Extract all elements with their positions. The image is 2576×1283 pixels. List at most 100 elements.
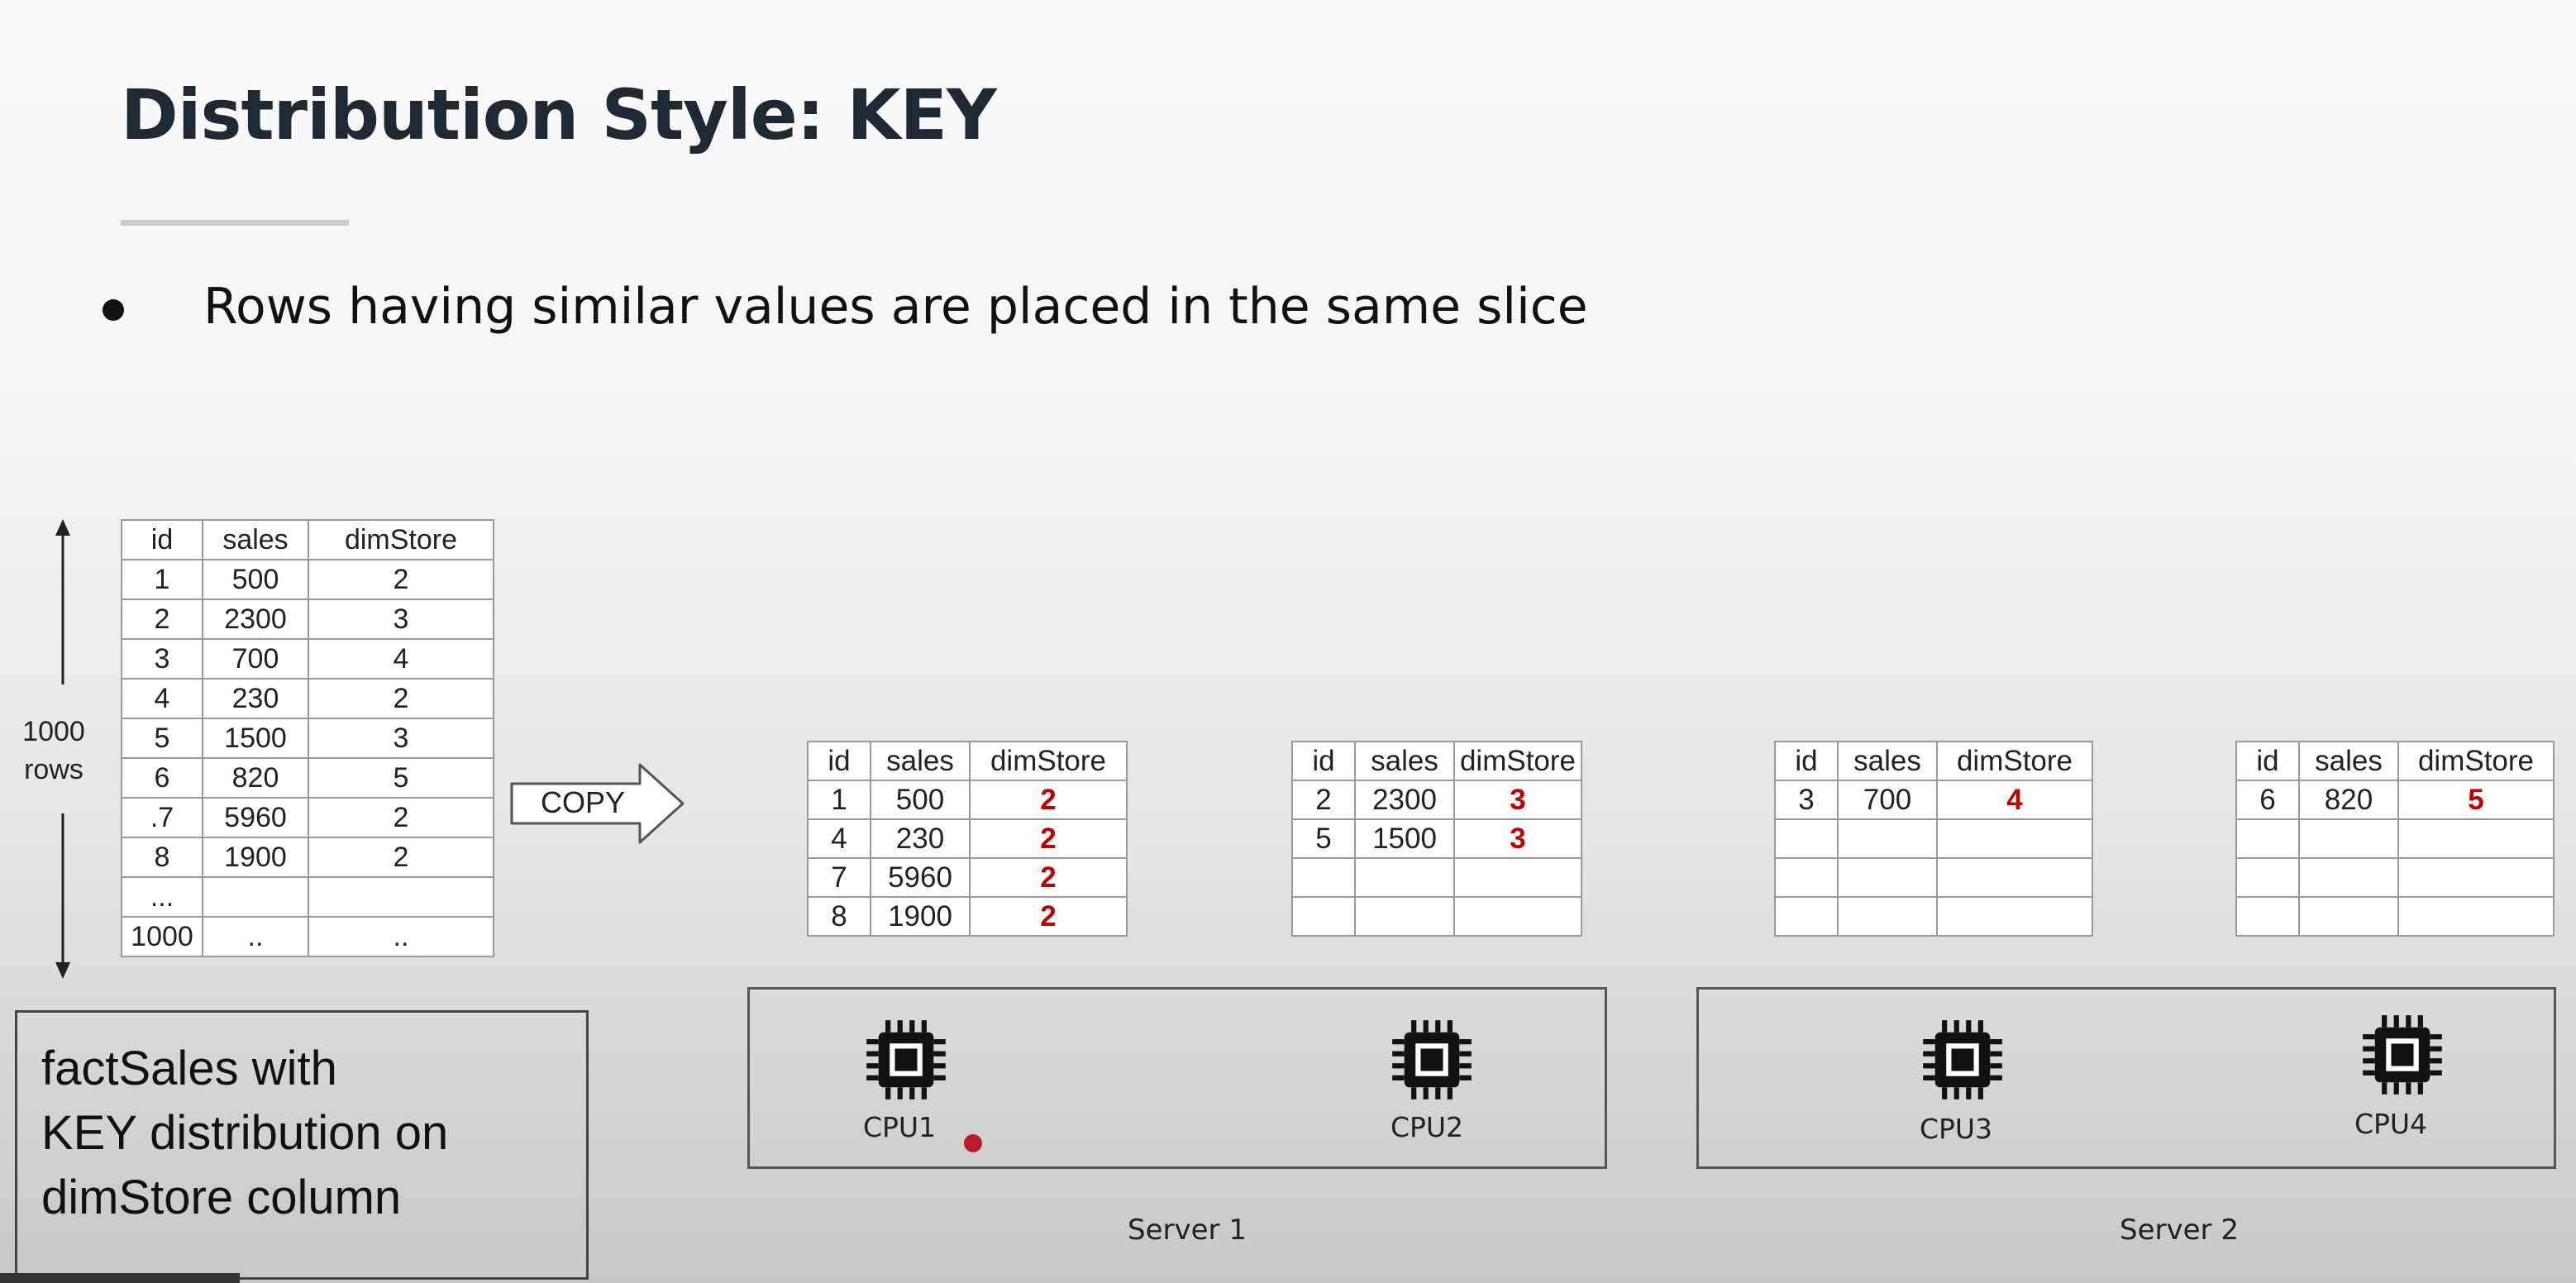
table-cell: 1000 [121,916,203,957]
column-header: sales [2298,741,2399,781]
table-cell: 5960 [870,857,971,898]
table-cell: 5 [1291,818,1356,859]
table-row: 6 820 5 [121,757,494,799]
table-cell: 1500 [202,718,309,759]
server-label-2: Server 2 [2120,1214,2239,1247]
slice-table-1: id sales dimStore 1 500 2 4 230 2 7 5960 2 8 1900 2 [807,741,1128,937]
table-cell: 500 [202,559,309,600]
table-cell: 7 [807,857,871,898]
table-cell: 2 [969,857,1128,898]
table-cell [1774,857,1839,898]
column-header: id [2235,741,2300,781]
table-cell: 4 [807,818,871,859]
rows-count-number: 1000 [22,716,85,747]
slice-table-3: id sales dimStore 3 700 4 [1774,741,2093,937]
table-cell [2298,818,2399,859]
table-cell: 2 [308,797,494,838]
table-cell: 1500 [1354,818,1455,859]
caption-text: factSales with KEY distribution on dimSt… [41,1037,570,1230]
table-cell [202,876,309,918]
table-cell [2298,896,2399,937]
table-row: 2 2300 3 [121,599,494,640]
table-cell: 230 [870,818,971,859]
table-row: 5 1500 3 [121,718,494,759]
column-header: sales [1354,741,1455,781]
table-row: 3 700 4 [121,638,494,680]
rows-count-label: 1000 rows [8,713,99,789]
table-cell: 1 [807,780,871,820]
source-table: id sales dimStore 1 500 2 2 2300 3 3 700 4 4 230 2 5 150… [121,519,494,957]
table-cell: 2 [969,896,1128,937]
table-row [1774,896,2093,937]
table-cell: 1900 [202,837,309,878]
table-row: ... [121,876,494,918]
rows-count-unit: rows [24,754,83,785]
arrow-up-down-icon [55,519,70,979]
table-cell [2397,896,2555,937]
table-cell: 2 [121,599,203,640]
table-header-row: id sales dimStore [1774,741,2093,781]
table-cell: 6 [121,757,203,799]
table-cell: 2 [308,678,494,719]
table-cell: 3 [1453,780,1582,820]
server-label-1: Server 1 [1128,1214,1247,1247]
cpu-chip-icon [2363,1015,2442,1095]
table-row [2235,857,2555,898]
table-row: 7 5960 2 [807,857,1128,898]
bullet-text: Rows having similar values are placed in… [203,278,1588,336]
column-header: sales [1837,741,1938,781]
column-header: sales [202,519,309,560]
table-cell: 6 [2235,780,2300,820]
table-row [1774,818,2093,859]
column-header: dimStore [969,741,1128,781]
table-cell: 820 [202,757,309,799]
table-cell: .7 [121,797,203,838]
table-header-row: id sales dimStore [121,519,494,560]
table-row: 8 1900 2 [807,896,1128,937]
table-row: 5 1500 3 [1291,818,1582,859]
table-cell: 2 [1291,780,1356,820]
table-cell [1837,896,1938,937]
table-cell: 5960 [202,797,309,838]
table-row: 8 1900 2 [121,837,494,878]
table-row: 4 230 2 [807,818,1128,859]
caption-box [15,1010,589,1280]
column-header: dimStore [1936,741,2093,781]
table-header-row: id sales dimStore [807,741,1128,781]
cpu-label-2: CPU2 [1390,1111,1464,1143]
table-row [1291,896,1582,937]
table-row: 6 820 5 [2235,780,2555,820]
table-cell: .. [308,916,494,957]
table-row: 1000.... [121,916,494,957]
column-header: id [1774,741,1839,781]
table-cell: 3 [308,718,494,759]
table-row: 1 500 2 [121,559,494,600]
video-progress-strip [0,1273,240,1283]
table-cell: 1900 [870,896,971,937]
presenter-pointer-dot [964,1134,982,1152]
table-cell: 3 [1453,818,1582,859]
table-cell: 8 [121,837,203,878]
table-cell [1837,857,1938,898]
table-cell: 5 [308,757,494,799]
table-cell: 2 [308,837,494,878]
cpu-chip-icon [1392,1020,1472,1099]
slice-table-2: id sales dimStore 2 2300 3 5 1500 3 [1291,741,1582,937]
table-row: .7 5960 2 [121,797,494,838]
server-2-box [1696,987,2556,1169]
table-cell: 230 [202,678,309,719]
table-cell [1837,818,1938,859]
copy-arrow-icon [510,763,685,844]
column-header: dimStore [2397,741,2555,781]
copy-label: COPY [540,785,626,819]
caption-line: dimStore column [41,1171,402,1224]
column-header: id [121,519,203,560]
column-header: sales [870,741,971,781]
table-cell [1291,857,1356,898]
slide-title: Distribution Style: KEY [121,74,997,155]
column-header: dimStore [308,519,494,560]
cpu-label-3: CPU3 [1919,1113,1993,1145]
table-cell: 3 [121,638,203,680]
table-cell: 2300 [1354,780,1455,820]
title-underline [121,220,349,226]
